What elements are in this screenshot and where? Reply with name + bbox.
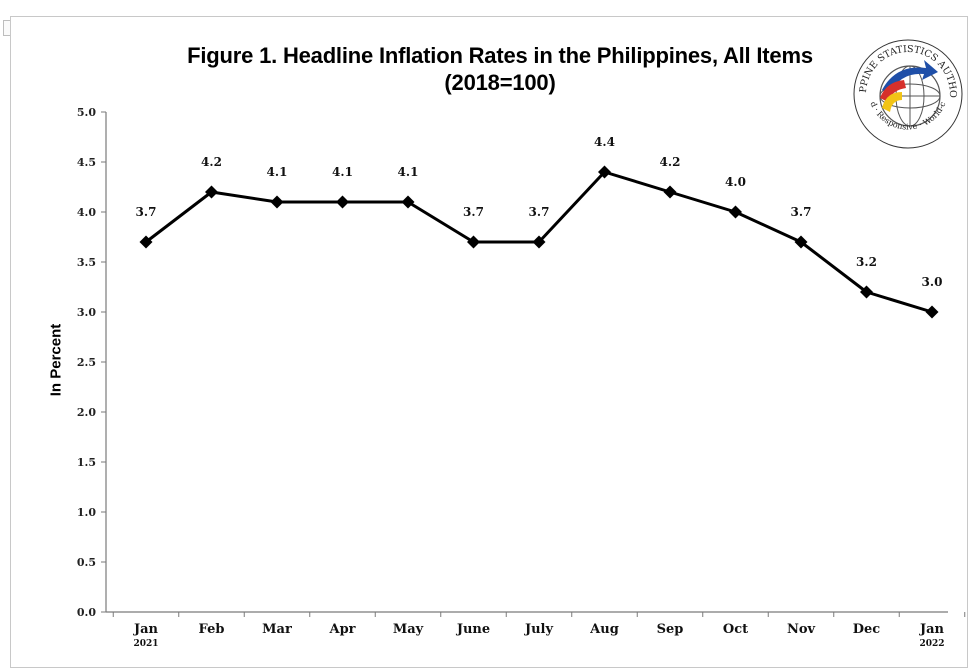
x-tick-label: Dec [853, 622, 881, 637]
data-point [860, 285, 873, 299]
data-point [663, 185, 677, 199]
y-tick-label: 4.0 [77, 206, 96, 219]
y-tick-label: 0.5 [77, 556, 96, 569]
data-point [139, 235, 153, 249]
data-label: 3.2 [856, 255, 877, 269]
data-label: 4.2 [660, 155, 681, 169]
x-tick-label: Feb [199, 622, 225, 637]
x-tick-label: Mar [262, 622, 292, 637]
chart-subtitle: (2018=100) [444, 70, 556, 95]
data-point [532, 235, 546, 249]
data-point [729, 205, 742, 219]
data-label: 3.7 [463, 205, 484, 219]
data-label: 4.1 [267, 165, 288, 179]
data-label: 4.1 [332, 165, 353, 179]
x-tick-label: May [393, 622, 424, 637]
y-tick-label: 3.0 [77, 306, 96, 319]
data-label: 4.4 [594, 135, 615, 149]
x-tick-label: Oct [723, 622, 748, 637]
chart-title-line: Figure 1. Headline Inflation Rates in th… [187, 43, 813, 68]
data-label: 4.1 [398, 165, 419, 179]
data-point [336, 195, 349, 209]
x-tick-label: Apr [328, 622, 355, 637]
data-point [598, 165, 611, 179]
y-tick-label: 1.5 [77, 456, 96, 469]
y-tick-label: 1.0 [77, 506, 96, 519]
data-label: 3.7 [791, 205, 812, 219]
data-label: 3.0 [922, 275, 943, 289]
y-tick-label: 3.5 [77, 256, 96, 269]
data-point [205, 185, 218, 199]
x-tick-label: July [524, 622, 554, 637]
y-tick-label: 2.0 [77, 406, 96, 419]
y-tick-label: 0.0 [77, 606, 96, 619]
data-point [467, 235, 480, 249]
x-tick-year-label: 2021 [133, 639, 158, 649]
psa-logo-icon: PHILIPPINE STATISTICS AUTHORITY Solid · … [852, 38, 963, 149]
x-tick-year-label: 2022 [919, 639, 944, 649]
data-label: 4.0 [725, 175, 746, 189]
y-tick-label: 4.5 [77, 156, 96, 169]
chart-title: Figure 1. Headline Inflation Rates in th… [100, 42, 900, 96]
data-point [794, 235, 808, 249]
y-tick-label: 5.0 [77, 106, 96, 119]
x-tick-label: Nov [787, 622, 816, 637]
y-tick-label: 2.5 [77, 356, 96, 369]
data-point [925, 305, 939, 319]
x-tick-label: Sep [657, 622, 684, 637]
data-point [270, 195, 284, 209]
data-label: 4.2 [201, 155, 222, 169]
x-tick-label: Jan [133, 622, 159, 637]
x-tick-label: Jan [919, 622, 945, 637]
data-label: 3.7 [136, 205, 157, 219]
x-tick-label: Aug [589, 622, 619, 637]
data-label: 3.7 [529, 205, 550, 219]
chart-frame [10, 16, 968, 668]
x-tick-label: June [456, 622, 490, 637]
data-point [401, 195, 415, 209]
